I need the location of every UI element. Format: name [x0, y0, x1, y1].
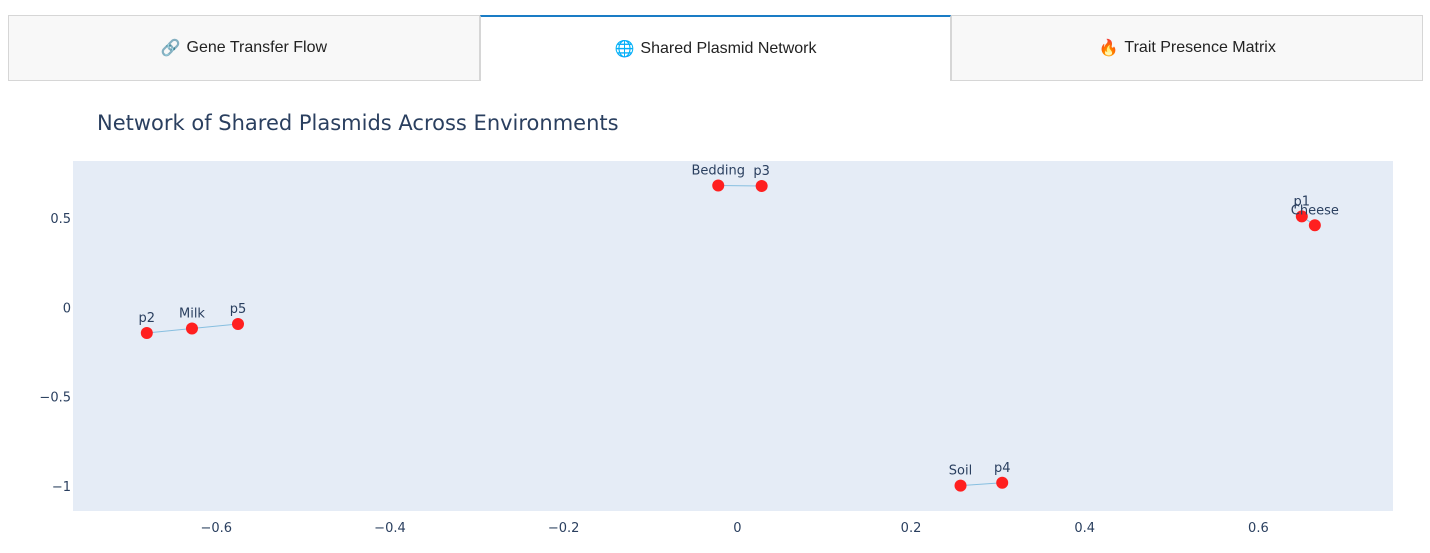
node-label-soil: Soil — [949, 464, 972, 479]
tab-bar: 🔗 Gene Transfer Flow 🌐 Shared Plasmid Ne… — [8, 15, 1424, 81]
node-label-p3: p3 — [753, 164, 770, 179]
plot-area[interactable] — [73, 161, 1393, 511]
x-tick-label: −0.4 — [374, 521, 406, 536]
x-tick-label: −0.2 — [548, 521, 580, 536]
node-label-cheese: Cheese — [1291, 203, 1339, 218]
node-p4[interactable] — [996, 476, 1009, 489]
tab-trait-presence-matrix[interactable]: 🔥 Trait Presence Matrix — [951, 15, 1424, 81]
node-p5[interactable] — [232, 318, 244, 331]
edge-soil-p4 — [960, 482, 1003, 487]
node-label-p2: p2 — [139, 311, 156, 326]
node-label-p4: p4 — [994, 461, 1011, 476]
y-tick-label: 0 — [63, 301, 71, 316]
node-label-p1: p1 — [1294, 194, 1311, 209]
x-tick-label: 0.6 — [1248, 521, 1269, 536]
node-milk[interactable] — [185, 322, 198, 335]
y-tick-label: −1 — [52, 480, 71, 495]
x-tick-label: 0.2 — [901, 521, 922, 536]
chart-title: Network of Shared Plasmids Across Enviro… — [97, 111, 619, 135]
node-bedding[interactable] — [712, 179, 725, 192]
node-label-p5: p5 — [230, 302, 247, 317]
edge-bedding-p3 — [718, 184, 762, 187]
y-tick-label: 0.5 — [50, 212, 71, 227]
tab-gene-transfer-flow[interactable]: 🔗 Gene Transfer Flow — [8, 15, 480, 81]
node-label-milk: Milk — [179, 307, 205, 322]
node-p1[interactable] — [1295, 210, 1308, 223]
x-tick-label: −0.6 — [201, 521, 233, 536]
node-p3[interactable] — [755, 180, 768, 192]
x-tick-label: 0 — [733, 521, 741, 536]
fire-icon: 🔥 — [1098, 40, 1119, 57]
node-cheese[interactable] — [1308, 219, 1321, 232]
tab-shared-plasmid-network[interactable]: 🌐 Shared Plasmid Network — [479, 15, 952, 81]
tab-label: Shared Plasmid Network — [640, 40, 817, 57]
node-layer — [140, 179, 1321, 492]
x-tick-label: 0.4 — [1074, 521, 1095, 536]
node-soil[interactable] — [954, 479, 967, 492]
x-axis-ticks: −0.6 −0.4 −0.2 0 0.2 0.4 0.6 — [201, 521, 1269, 536]
y-axis-ticks: 0.5 0 −0.5 −1 — [39, 212, 71, 495]
edge-p2-milk — [146, 328, 193, 334]
y-tick-label: −0.5 — [39, 391, 71, 406]
edge-milk-p5 — [191, 323, 239, 329]
tab-label: Trait Presence Matrix — [1124, 39, 1276, 56]
tab-label: Gene Transfer Flow — [186, 39, 328, 56]
globe-icon: 🌐 — [614, 41, 635, 58]
node-p2[interactable] — [140, 326, 153, 339]
node-label-bedding: Bedding — [691, 163, 745, 178]
link-icon: 🔗 — [160, 40, 181, 57]
